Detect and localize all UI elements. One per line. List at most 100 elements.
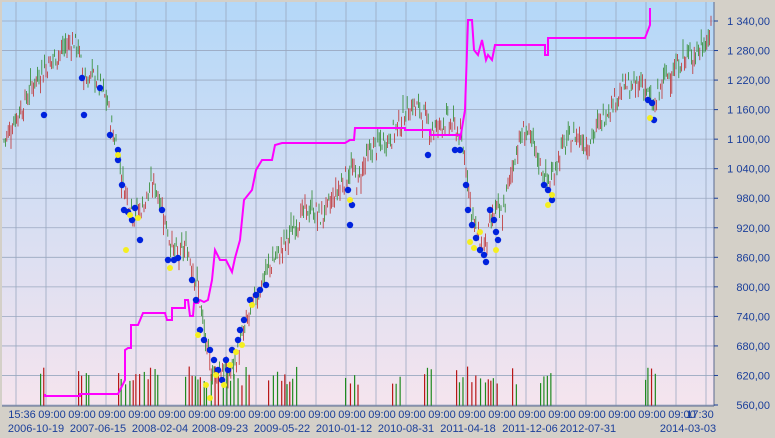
volume-bar (426, 367, 429, 406)
y-tick-label: 680,00 (736, 341, 770, 353)
buy-signal-dot (218, 376, 226, 384)
volume-bar (349, 383, 352, 406)
buy-signal-dot (424, 151, 432, 159)
volume-bar (125, 384, 127, 406)
buy-signal-dot (236, 326, 244, 334)
y-tick-label: 1 220,00 (727, 75, 770, 87)
volume-bar (546, 375, 548, 406)
volume-bar (157, 374, 159, 406)
volume-bar (154, 369, 156, 406)
buy-signal-dot (456, 146, 464, 154)
volume-bar (191, 375, 193, 406)
x-time-label: 09:00 (668, 409, 696, 421)
volume-bar (543, 376, 545, 406)
y-tick-label: 620,00 (736, 370, 770, 382)
buy-signal-dot (464, 206, 472, 214)
volume-bar (458, 382, 461, 406)
x-time-label: 09:00 (158, 409, 186, 421)
buy-signal-dot (158, 206, 166, 214)
volume-bar (199, 377, 201, 406)
volume-bar (484, 382, 487, 406)
buy-signal-dot (80, 111, 88, 119)
buy-signal-dot (164, 256, 172, 264)
volume-bar (475, 375, 477, 406)
volume-bar (395, 383, 397, 406)
volume-bar (424, 374, 426, 406)
grid (2, 2, 714, 406)
buy-signal-dot (128, 216, 136, 224)
volume-bar (185, 376, 187, 406)
buy-signal-dot (480, 251, 488, 259)
x-time-label: 09:00 (308, 409, 336, 421)
volume-bar (354, 375, 356, 406)
buy-signal-dot (188, 276, 196, 284)
volume-bar (210, 374, 212, 406)
x-date-label: 2007-06-15 (70, 423, 126, 435)
sell-signal-dot (115, 152, 121, 158)
stop-line (44, 8, 651, 397)
volume-bar (462, 377, 464, 406)
volume-bar (289, 381, 291, 406)
signal-markers (40, 74, 658, 401)
x-time-label: 09:00 (398, 409, 426, 421)
buy-signal-dot (78, 74, 86, 82)
x-date-label: 2010-01-12 (316, 423, 372, 435)
sell-signal-dot (239, 342, 245, 348)
x-time-label: 09:00 (38, 409, 66, 421)
volume-bar (466, 366, 469, 406)
volume-bar (147, 379, 149, 406)
buy-signal-dot (40, 111, 48, 119)
x-axis: 15:36 09:00 09:00 09:00 09:00 09:00 09:00 09:00… (2, 405, 716, 435)
buy-signal-dot (262, 281, 270, 289)
sell-signal-dot (347, 197, 353, 203)
sell-signal-dot (545, 202, 551, 208)
volume-bar (197, 379, 199, 406)
x-time-label: 09:00 (248, 409, 276, 421)
sell-signal-dot (207, 395, 213, 401)
y-tick-label: 1 280,00 (727, 46, 770, 58)
buy-signal-dot (494, 236, 502, 244)
volume-bar (550, 373, 552, 406)
sell-signal-dot (203, 382, 209, 388)
buy-signal-dot (210, 356, 218, 364)
volume-bar (85, 373, 87, 406)
volume-bar (479, 378, 482, 406)
x-date-label: 2011-12-06 (502, 423, 557, 435)
buy-signal-dot (476, 246, 484, 254)
x-time-label: 09:00 (68, 409, 96, 421)
buy-signal-dot (200, 336, 208, 344)
volume-bar (203, 381, 205, 406)
buy-signal-dot (256, 286, 264, 294)
buy-signal-dot (174, 254, 182, 262)
volume-bar (226, 367, 228, 406)
buy-signal-dot (482, 258, 490, 266)
y-tick-label: 920,00 (736, 223, 770, 235)
x-time-label: 15:36 (8, 409, 36, 421)
x-time-label: 09:00 (518, 409, 546, 421)
buy-signal-dot (240, 316, 248, 324)
volume-bar (276, 371, 279, 406)
buy-signal-dot (96, 84, 104, 92)
x-time-label: 09:00 (458, 409, 486, 421)
volume-bar (650, 368, 653, 406)
volume-bar (281, 380, 283, 406)
x-time-label: 09:00 (218, 409, 246, 421)
volume-bar (345, 377, 347, 406)
volume-bar (492, 378, 494, 406)
sell-signal-dot (471, 245, 477, 251)
volume-bar (129, 380, 131, 406)
buy-signal-dot (224, 366, 232, 374)
buy-signal-dot (246, 296, 254, 304)
sell-signal-dot (647, 115, 653, 121)
volume-bar (296, 366, 298, 406)
x-date-label: 2011-04-18 (440, 423, 495, 435)
x-time-label: 09:00 (98, 409, 126, 421)
volume-bar (40, 373, 42, 406)
volume-bar (120, 378, 122, 406)
volume-bar (456, 370, 458, 406)
sell-signal-dot (233, 349, 239, 355)
buy-signal-dot (234, 336, 242, 344)
buy-signal-dot (196, 326, 204, 334)
volume-bar (241, 385, 243, 406)
buy-signal-dot (348, 201, 356, 209)
